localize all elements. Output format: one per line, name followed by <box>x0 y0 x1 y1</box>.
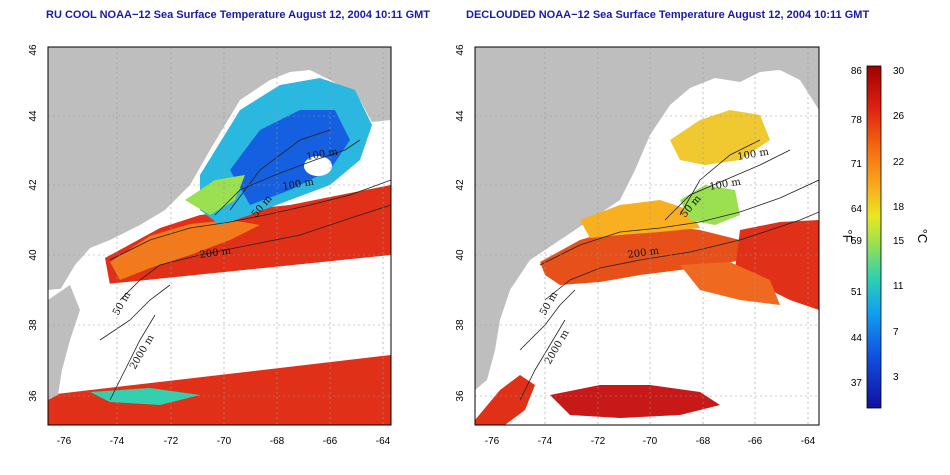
left-y-tick-label: 36 <box>28 390 39 402</box>
right-x-ticks: -76 -74 -72 -70 -68 -66 -64 <box>485 436 816 447</box>
left-gridlines <box>48 47 391 425</box>
colorbar-fahrenheit-tick-label: 86 <box>851 66 863 77</box>
left-x-tick-label: -66 <box>323 436 338 447</box>
right-y-tick-label: 42 <box>455 179 466 191</box>
left-lower-warm-band <box>48 355 391 425</box>
right-x-tick-label: -64 <box>801 436 816 447</box>
colorbar-celsius-tick-label: 15 <box>893 236 905 247</box>
left-y-tick-label: 38 <box>28 319 39 331</box>
left-y-ticks: 36 38 40 42 44 46 <box>28 44 39 402</box>
right-x-tick-label: -70 <box>643 436 658 447</box>
right-y-tick-label: 36 <box>455 390 466 402</box>
left-land-mass <box>48 47 391 370</box>
left-contour-line <box>214 139 361 216</box>
left-y-tick-label: 42 <box>28 179 39 191</box>
right-land-mass <box>475 47 819 390</box>
left-contour-line <box>229 129 331 211</box>
right-x-tick-label: -66 <box>748 436 763 447</box>
left-cloud-patch <box>304 156 332 176</box>
colorbar-celsius-tick-label: 18 <box>893 202 905 213</box>
colorbar-fahrenheit-tick-label: 78 <box>851 115 863 126</box>
colorbar-fahrenheit-tick-label: 71 <box>851 159 863 170</box>
colorbar-fahrenheit-tick-label: 37 <box>851 378 863 389</box>
right-offshore-orange <box>680 262 780 305</box>
right-x-tick-label: -74 <box>538 436 553 447</box>
right-x-tick-label: -72 <box>591 436 606 447</box>
left-x-tick-label: -68 <box>270 436 285 447</box>
right-contour-label: 200 m <box>627 246 660 261</box>
colorbar-celsius-tick-label: 26 <box>893 111 905 122</box>
colorbar-celsius-ticks: 30 26 22 18 15 11 7 3 <box>893 66 905 383</box>
left-contour-line <box>109 314 156 401</box>
left-contour-line <box>119 204 391 301</box>
left-contour-line <box>109 179 391 261</box>
right-lower-red-band <box>550 385 720 418</box>
colorbar-fahrenheit-ticks: 86 78 71 64 59 51 44 37 <box>851 66 863 389</box>
left-land-lower <box>48 285 80 400</box>
colorbar-celsius-tick-label: 11 <box>893 281 904 292</box>
right-gulf-yellow <box>670 110 770 165</box>
left-x-tick-label: -74 <box>110 436 125 447</box>
right-green-water <box>680 185 740 225</box>
right-contour-line <box>519 289 576 351</box>
right-y-tick-label: 44 <box>455 110 466 122</box>
left-panel-title: RU COOL NOAA−12 Sea Surface Temperature … <box>46 9 431 21</box>
left-contour-line <box>99 284 171 341</box>
right-contour-line <box>539 179 819 266</box>
right-y-tick-label: 46 <box>455 44 466 56</box>
colorbar-fahrenheit-tick-label: 64 <box>851 204 863 215</box>
right-gridlines <box>475 47 819 425</box>
colorbar-fahrenheit-tick-label: 51 <box>851 287 863 298</box>
left-y-tick-label: 46 <box>28 44 39 56</box>
right-far-offshore-red <box>735 220 819 310</box>
colorbar-celsius-tick-label: 30 <box>893 66 905 77</box>
left-x-tick-label: -72 <box>164 436 179 447</box>
left-x-tick-label: -64 <box>376 436 391 447</box>
left-lower-cool-streak <box>90 388 200 405</box>
right-contour-line <box>664 149 791 221</box>
right-panel-title: DECLOUDED NOAA−12 Sea Surface Temperatur… <box>466 9 870 21</box>
colorbar-celsius-unit: °C <box>915 229 930 244</box>
colorbar-gradient <box>866 65 882 409</box>
left-contour-label: 200 m <box>199 246 232 261</box>
left-map-panel: 100 m 100 m 50 m 200 m 50 m 2000 m -76 -… <box>28 44 392 447</box>
colorbar-celsius-tick-label: 7 <box>893 327 899 338</box>
right-y-tick-label: 38 <box>455 319 466 331</box>
colorbar-fahrenheit-tick-label: 59 <box>851 236 863 247</box>
colorbar-celsius-tick-label: 3 <box>893 372 899 383</box>
left-x-tick-label: -70 <box>217 436 232 447</box>
temperature-colorbar: 86 78 71 64 59 51 44 37 30 26 22 18 15 11 7 3 °F °C <box>840 65 930 409</box>
left-y-tick-label: 40 <box>28 249 39 261</box>
left-map-frame <box>47 46 392 426</box>
left-x-ticks: -76 -74 -72 -70 -68 -66 -64 <box>57 436 391 447</box>
colorbar-celsius-tick-label: 22 <box>893 157 905 168</box>
right-x-tick-label: -68 <box>696 436 711 447</box>
right-y-tick-label: 40 <box>455 249 466 261</box>
right-map-panel: 100 m 100 m 50 m 200 m 50 m 2000 m -76 -… <box>455 44 820 447</box>
colorbar-fahrenheit-unit: °F <box>840 229 855 242</box>
right-x-tick-label: -76 <box>485 436 500 447</box>
right-contour-line <box>544 211 819 301</box>
left-warm-water-orange <box>110 220 260 280</box>
right-southwest-red <box>475 375 535 425</box>
right-yellow-water <box>580 200 700 238</box>
right-contour-line <box>519 319 566 401</box>
right-y-ticks: 36 38 40 42 44 46 <box>455 44 466 402</box>
left-y-tick-label: 44 <box>28 110 39 122</box>
right-contour-line <box>679 139 761 216</box>
right-map-frame <box>474 46 820 426</box>
colorbar-fahrenheit-tick-label: 44 <box>851 333 863 344</box>
left-x-tick-label: -76 <box>57 436 72 447</box>
